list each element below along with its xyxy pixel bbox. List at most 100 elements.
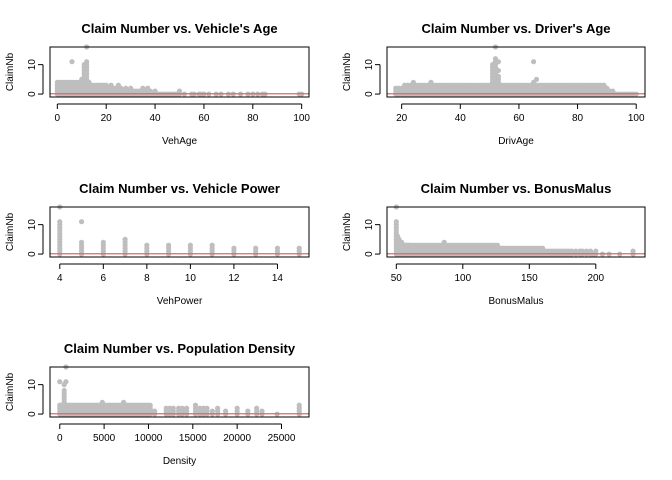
points-group	[393, 44, 639, 97]
x-axis-label: BonusMalus	[488, 296, 543, 307]
x-tick-label: 60	[513, 113, 525, 124]
chart-panel: Claim Number vs. Vehicle's Age 0 20 40 60 80 1…	[5, 21, 310, 147]
data-point	[209, 408, 215, 414]
data-point	[84, 59, 90, 65]
y-axis-label: ClaimNb	[342, 52, 353, 91]
data-point	[176, 88, 183, 94]
x-tick-label: 200	[587, 273, 604, 284]
data-point	[573, 248, 579, 254]
x-axis-label: VehPower	[157, 296, 203, 307]
y-axis-label: ClaimNb	[5, 52, 16, 91]
data-point	[296, 245, 302, 251]
data-point	[253, 245, 259, 251]
data-point	[192, 402, 199, 408]
data-point	[122, 236, 128, 242]
y-tick-label: 0	[27, 251, 38, 257]
plot-frame	[49, 366, 310, 418]
data-point	[245, 408, 251, 414]
data-point	[583, 248, 590, 254]
y-axis-label: ClaimNb	[342, 212, 353, 251]
points-group	[393, 204, 636, 257]
data-point	[533, 76, 540, 82]
data-point	[530, 59, 537, 65]
chart-panel: Claim Number vs. Population Density 0 5000…	[5, 341, 310, 467]
data-point	[274, 245, 281, 251]
x-tick-label: 40	[150, 113, 162, 124]
y-tick-label: 10	[27, 219, 38, 231]
x-tick-label: 80	[572, 113, 584, 124]
y-tick-label: 0	[27, 411, 38, 417]
points-group	[57, 364, 302, 417]
chart-title: Claim Number vs. Population Density	[64, 341, 296, 356]
x-tick-label: 60	[198, 113, 210, 124]
x-tick-label: 150	[521, 273, 538, 284]
data-point	[234, 405, 240, 411]
data-point	[170, 405, 176, 411]
data-point	[57, 379, 63, 385]
data-point	[63, 379, 69, 385]
data-point	[259, 408, 265, 414]
points-group	[54, 44, 305, 97]
chart-title: Claim Number vs. BonusMalus	[421, 181, 612, 196]
data-point	[166, 242, 172, 248]
x-tick-label: 20	[101, 113, 113, 124]
x-tick-label: 100	[454, 273, 471, 284]
x-tick-label: 5000	[93, 433, 116, 444]
y-tick-label: 0	[364, 251, 375, 257]
data-point	[78, 219, 85, 225]
data-point	[254, 405, 260, 411]
data-point	[495, 67, 502, 74]
y-tick-label: 10	[364, 219, 375, 231]
data-point	[209, 242, 215, 248]
plot-frame	[49, 46, 310, 98]
data-point	[495, 59, 502, 65]
data-point	[495, 73, 502, 80]
x-axis-label: Density	[163, 456, 196, 467]
data-point	[296, 402, 302, 408]
plot-frame	[386, 206, 646, 258]
chart-title: Claim Number vs. Driver's Age	[421, 21, 610, 36]
x-tick-label: 100	[293, 113, 310, 124]
plot-frame	[49, 206, 310, 258]
x-tick-label: 20000	[223, 433, 251, 444]
x-tick-label: 15000	[179, 433, 207, 444]
data-point	[147, 402, 153, 408]
x-axis-label: VehAge	[162, 136, 197, 147]
x-axis-label: DrivAge	[498, 136, 534, 147]
data-point	[144, 242, 150, 248]
y-tick-label: 10	[27, 59, 38, 71]
y-axis-label: ClaimNb	[5, 372, 16, 411]
x-tick-label: 100	[628, 113, 645, 124]
x-tick-label: 20	[396, 113, 408, 124]
data-point	[593, 248, 599, 254]
data-point	[187, 242, 193, 248]
x-tick-label: 4	[57, 273, 63, 284]
x-tick-label: 6	[101, 273, 107, 284]
data-point	[579, 248, 586, 254]
y-tick-label: 0	[27, 91, 38, 97]
data-point	[152, 408, 158, 414]
data-point	[61, 387, 67, 394]
data-point	[630, 248, 636, 254]
data-point	[569, 248, 575, 254]
chart-title: Claim Number vs. Vehicle's Age	[81, 21, 277, 36]
x-tick-label: 10	[185, 273, 197, 284]
y-tick-label: 10	[364, 59, 375, 71]
data-point	[57, 219, 63, 225]
x-tick-label: 50	[391, 273, 403, 284]
data-point	[393, 219, 399, 225]
x-tick-label: 0	[57, 433, 63, 444]
x-tick-label: 14	[272, 273, 284, 284]
chart-title: Claim Number vs. Vehicle Power	[79, 181, 280, 196]
data-point	[231, 245, 237, 251]
data-point	[204, 405, 210, 411]
data-point	[69, 59, 75, 65]
data-point	[223, 408, 229, 414]
x-tick-label: 10000	[135, 433, 163, 444]
plot-frame	[386, 46, 646, 98]
data-point	[215, 405, 221, 411]
chart-panel: Claim Number vs. Vehicle Power 4 6 8 10 12 14 V…	[5, 181, 310, 307]
